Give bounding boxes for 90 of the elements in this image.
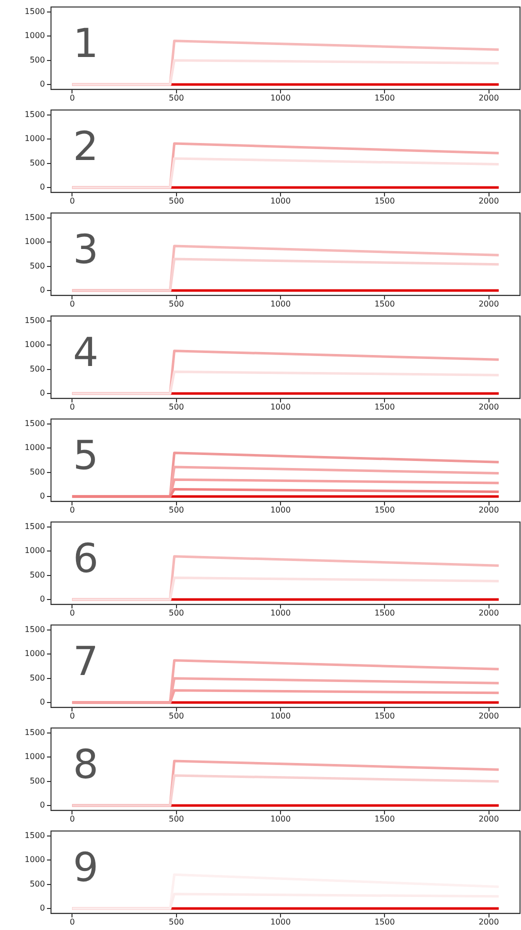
y-tick-label: 500 (30, 364, 45, 374)
x-tick-label: 2000 (478, 917, 499, 926)
y-tick-label: 1500 (24, 728, 45, 737)
y-tick-label: 1000 (24, 546, 45, 556)
annotation: 8 (73, 742, 98, 788)
x-tick-label: 1000 (270, 196, 291, 206)
y-tick-label: 0 (40, 80, 45, 89)
x-tick-label: 2000 (478, 299, 499, 308)
annotation: 1 (73, 21, 98, 67)
x-tick-label: 1000 (270, 608, 291, 618)
y-tick-label: 0 (40, 904, 45, 913)
y-tick-label: 1500 (24, 316, 45, 325)
x-tick-label: 1500 (374, 505, 395, 514)
y-tick-label: 500 (30, 776, 45, 786)
x-tick-label: 1000 (270, 505, 291, 514)
x-tick-label: 2000 (478, 608, 499, 618)
x-tick-label: 1500 (374, 917, 395, 926)
x-tick-label: 1500 (374, 814, 395, 824)
x-tick-label: 1500 (374, 299, 395, 308)
y-tick-label: 1500 (24, 522, 45, 531)
x-tick-label: 0 (70, 505, 75, 514)
x-tick-label: 1000 (270, 814, 291, 824)
annotation: 3 (73, 227, 98, 273)
y-tick-label: 1000 (24, 237, 45, 246)
y-tick-label: 500 (30, 158, 45, 168)
y-tick-label: 1000 (24, 31, 45, 40)
x-tick-label: 0 (70, 608, 75, 618)
x-tick-label: 0 (70, 299, 75, 308)
y-tick-label: 1500 (24, 830, 45, 840)
x-tick-label: 1000 (270, 93, 291, 102)
x-tick-label: 500 (168, 402, 184, 412)
y-tick-label: 0 (40, 800, 45, 810)
y-tick-label: 1000 (24, 340, 45, 350)
x-tick-label: 1500 (374, 93, 395, 102)
y-tick-label: 1500 (24, 212, 45, 222)
x-tick-label: 2000 (478, 814, 499, 824)
x-tick-label: 500 (168, 196, 184, 206)
x-tick-label: 0 (70, 917, 75, 926)
y-tick-label: 0 (40, 388, 45, 398)
x-tick-label: 2000 (478, 196, 499, 206)
x-tick-label: 1500 (374, 196, 395, 206)
y-tick-label: 500 (30, 467, 45, 476)
x-tick-label: 2000 (478, 711, 499, 720)
y-tick-label: 500 (30, 55, 45, 64)
y-tick-label: 1500 (24, 624, 45, 634)
x-tick-label: 0 (70, 814, 75, 824)
x-tick-label: 0 (70, 93, 75, 102)
y-tick-label: 500 (30, 673, 45, 682)
x-tick-label: 500 (168, 917, 184, 926)
x-tick-label: 1500 (374, 402, 395, 412)
y-tick-label: 0 (40, 698, 45, 707)
x-tick-label: 2000 (478, 402, 499, 412)
x-tick-label: 500 (168, 93, 184, 102)
x-tick-label: 500 (168, 299, 184, 308)
x-tick-label: 1500 (374, 711, 395, 720)
x-tick-label: 0 (70, 711, 75, 720)
annotation: 5 (73, 433, 98, 479)
x-tick-label: 1500 (374, 608, 395, 618)
annotation: 4 (73, 330, 98, 376)
x-tick-label: 1000 (270, 402, 291, 412)
x-tick-label: 2000 (478, 505, 499, 514)
y-tick-label: 1500 (24, 110, 45, 119)
x-tick-label: 2000 (478, 93, 499, 102)
x-tick-label: 0 (70, 402, 75, 412)
x-tick-label: 0 (70, 196, 75, 206)
y-tick-label: 0 (40, 594, 45, 604)
annotation: 6 (73, 536, 98, 582)
x-tick-label: 500 (168, 608, 184, 618)
annotation: 7 (73, 639, 98, 685)
x-tick-label: 500 (168, 814, 184, 824)
y-tick-label: 1000 (24, 134, 45, 144)
x-tick-label: 1000 (270, 917, 291, 926)
y-tick-label: 500 (30, 261, 45, 270)
y-tick-label: 1000 (24, 649, 45, 658)
y-tick-label: 0 (40, 492, 45, 501)
y-tick-label: 1500 (24, 418, 45, 428)
y-tick-label: 500 (30, 879, 45, 888)
y-tick-label: 1500 (24, 6, 45, 16)
annotation: 9 (73, 845, 98, 891)
y-tick-label: 0 (40, 286, 45, 295)
x-tick-label: 1000 (270, 299, 291, 308)
x-tick-label: 500 (168, 711, 184, 720)
y-tick-label: 1000 (24, 443, 45, 452)
annotation: 2 (73, 124, 98, 170)
y-tick-label: 1000 (24, 855, 45, 864)
y-tick-label: 0 (40, 182, 45, 192)
x-tick-label: 1000 (270, 711, 291, 720)
x-tick-label: 500 (168, 505, 184, 514)
y-tick-label: 500 (30, 570, 45, 580)
y-tick-label: 1000 (24, 752, 45, 762)
